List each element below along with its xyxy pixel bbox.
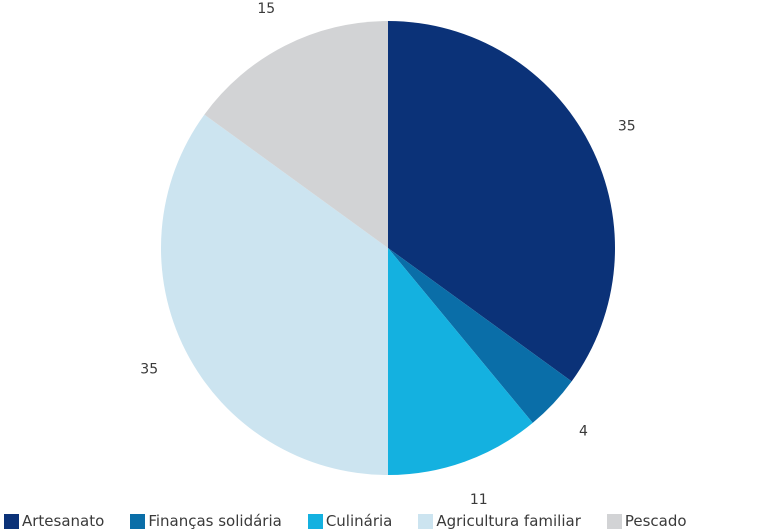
legend-item: Artesanato <box>4 512 104 530</box>
slice-value-label: 35 <box>140 362 158 378</box>
legend-label: Agricultura familiar <box>436 512 581 530</box>
legend-label: Finanças solidária <box>148 512 282 530</box>
pie-slice-finan-as-solid-ria <box>388 248 572 423</box>
pie-slice-agricultura-familiar <box>160 114 388 475</box>
legend-label: Culinária <box>325 512 393 530</box>
pie-slice-pescado <box>204 20 388 248</box>
legend-swatch <box>4 513 19 529</box>
legend-item: Agricultura familiar <box>418 512 581 530</box>
chart-legend: Artesanato Finanças solidária Culinária Agr… <box>4 512 687 530</box>
pie-slices <box>160 20 616 476</box>
legend-swatch <box>606 513 622 529</box>
legend-item: Pescado <box>606 512 687 530</box>
legend-label: Artesanato <box>22 512 105 530</box>
legend-swatch <box>418 513 434 529</box>
pie-slice-labels: 35 4 11 35 15 <box>140 1 635 508</box>
legend-swatch <box>307 513 323 529</box>
slice-value-label: 15 <box>257 1 275 17</box>
slice-value-label: 35 <box>618 118 636 134</box>
slice-value-label: 4 <box>579 424 588 440</box>
pie-slice-culin-ria <box>388 248 533 476</box>
legend-item: Culinária <box>307 512 393 530</box>
legend-item: Finanças solidária <box>130 512 282 530</box>
pie-chart: 35 4 11 35 15 <box>140 1 635 508</box>
slice-value-label: 11 <box>470 492 488 508</box>
pie-slice-artesanato <box>388 21 616 382</box>
legend-swatch <box>130 513 146 529</box>
legend-label: Pescado <box>624 512 687 530</box>
